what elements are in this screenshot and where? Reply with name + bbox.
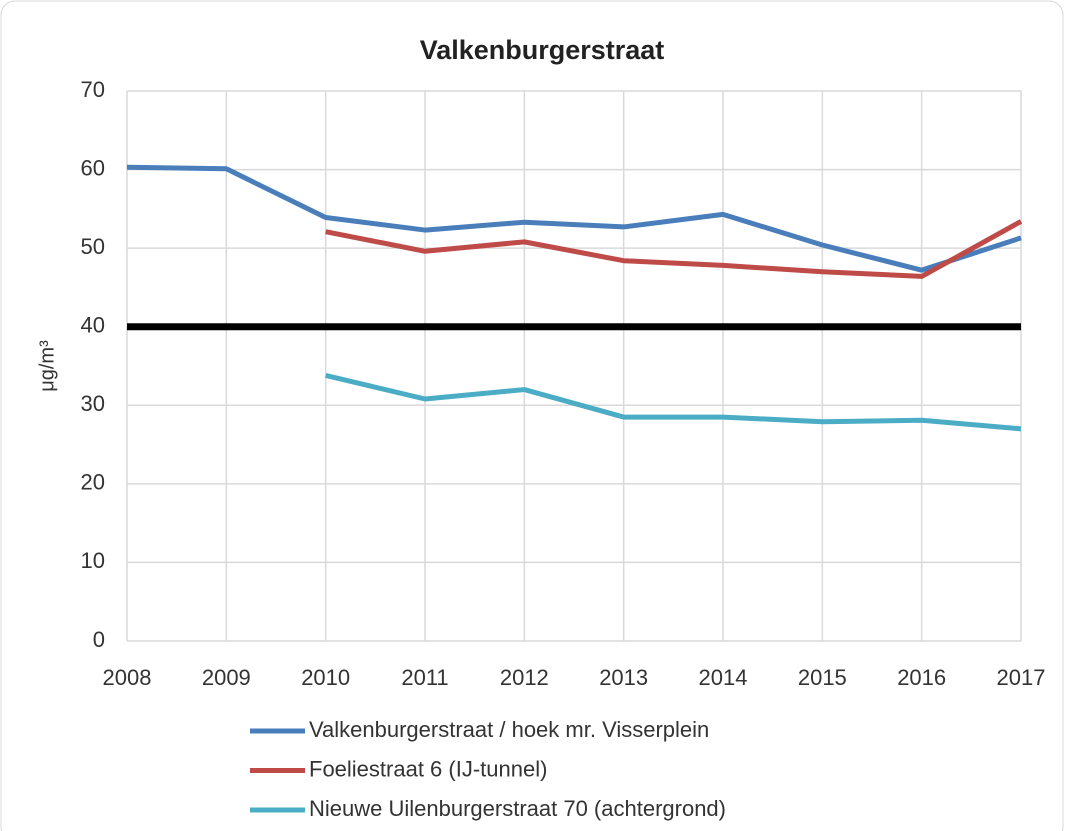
x-tick-label: 2012 [500,665,549,690]
y-tick-label: 0 [93,627,105,652]
x-tick-label: 2010 [301,665,350,690]
y-tick-label: 50 [81,234,105,259]
series-line [126,164,1022,273]
x-tick-label: 2015 [798,665,847,690]
y-tick-label: 20 [81,470,105,495]
y-tick-label: 40 [81,313,105,338]
legend-label: Valkenburgerstraat / hoek mr. Visserplei… [309,717,709,742]
legend-label: Nieuwe Uilenburgerstraat 70 (achtergrond… [309,796,726,821]
legend-label: Foeliestraat 6 (IJ-tunnel) [309,756,547,781]
y-tick-label: 30 [81,391,105,416]
x-tick-label: 2011 [401,665,448,690]
x-tick-label: 2013 [599,665,648,690]
x-tick-label: 2014 [699,665,748,690]
y-tick-label: 70 [81,77,105,102]
x-tick-label: 2016 [897,665,946,690]
x-tick-label: 2009 [202,665,251,690]
chart-title: Valkenburgerstraat [420,35,665,65]
series-line [325,219,1023,279]
y-tick-label: 60 [81,155,105,180]
y-tick-label: 10 [81,548,105,573]
x-tick-label: 2008 [103,665,152,690]
y-axis-label: μg/m³ [36,340,58,392]
x-tick-label: 2017 [997,665,1046,690]
series-line [325,372,1022,432]
